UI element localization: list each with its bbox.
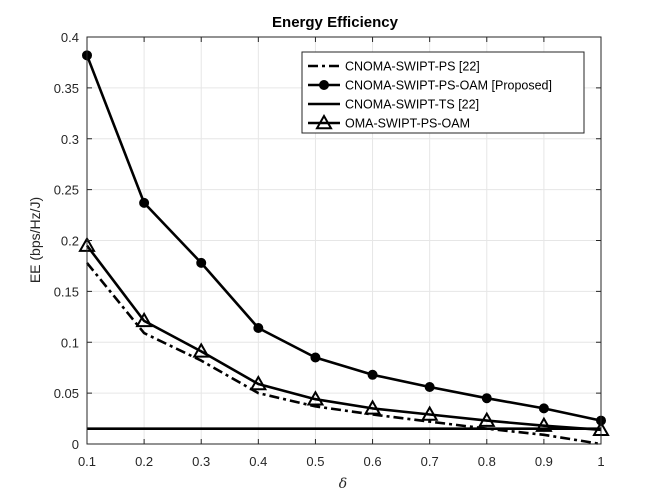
legend-label: CNOMA-SWIPT-PS [22] [345,60,480,74]
data-point [139,197,150,208]
x-tick-label: 0.2 [135,454,153,469]
data-point [310,352,321,363]
data-point [420,405,439,421]
x-tick-label: 0.5 [306,454,324,469]
y-tick-label: 0.1 [61,335,79,350]
y-tick-label: 0 [72,437,79,452]
data-point [135,311,153,328]
legend-box [301,51,585,134]
legend-items: CNOMA-SWIPT-PS [22] CNOMA-SWIPT-PS-OAM [P… [308,60,552,131]
data-point [249,374,268,391]
data-point [192,342,210,358]
series-line [85,262,602,446]
y-tick-label: 0.4 [61,30,79,45]
data-point [538,403,549,414]
x-tick-labels: 0.1 0.2 0.3 0.4 0.5 0.6 0.7 0.8 0.9 1 [78,454,605,469]
series-1 [85,262,602,446]
x-tick-label: 0.9 [535,454,553,469]
data-point [363,399,382,415]
chart-title: Energy Efficiency [272,14,399,31]
data-point [253,323,264,334]
legend-label: CNOMA-SWIPT-TS [22] [345,98,479,112]
y-tick-label: 0.25 [54,183,79,198]
data-point [424,382,435,393]
x-tick-label: 0.1 [78,454,96,469]
x-tick-label: 0.7 [421,454,439,469]
x-tick-label: 0.4 [249,454,267,469]
series-line [85,54,602,422]
legend-marker [319,80,329,90]
legend-label: OMA-SWIPT-PS-OAM [345,117,470,131]
legend-label: CNOMA-SWIPT-PS-OAM [Proposed] [345,79,552,93]
data-point [196,257,207,268]
tick-marks [86,36,602,445]
data-point [306,390,325,406]
data-point [367,369,378,380]
data-point [481,393,492,404]
legend-entry: CNOMA-SWIPT-PS-OAM [Proposed] [308,79,552,93]
series-4 [78,236,610,437]
y-tick-label: 0.15 [54,284,79,299]
legend-entry: CNOMA-SWIPT-TS [22] [308,98,479,112]
x-tick-label: 0.3 [192,454,210,469]
y-tick-labels: 0 0.05 0.1 0.15 0.2 0.25 0.3 0.35 0.4 [54,30,79,452]
y-axis-label: EE (bps/Hz/J) [27,197,43,283]
data-point [535,416,553,432]
legend-entry: OMA-SWIPT-PS-OAM [308,113,470,131]
x-axis-label: δ [339,476,347,492]
legend-marker [315,113,333,130]
y-tick-label: 0.3 [61,132,79,147]
data-point [478,411,496,427]
x-tick-label: 0.6 [364,454,382,469]
y-tick-label: 0.35 [54,81,79,96]
x-tick-label: 0.8 [478,454,496,469]
y-tick-label: 0.2 [61,234,79,249]
legend: CNOMA-SWIPT-PS [22] CNOMA-SWIPT-PS-OAM [P… [301,51,585,134]
series-line [85,244,602,432]
y-tick-label: 0.05 [54,386,79,401]
legend-entry: CNOMA-SWIPT-PS [22] [308,60,480,74]
x-tick-label: 1 [597,454,604,469]
